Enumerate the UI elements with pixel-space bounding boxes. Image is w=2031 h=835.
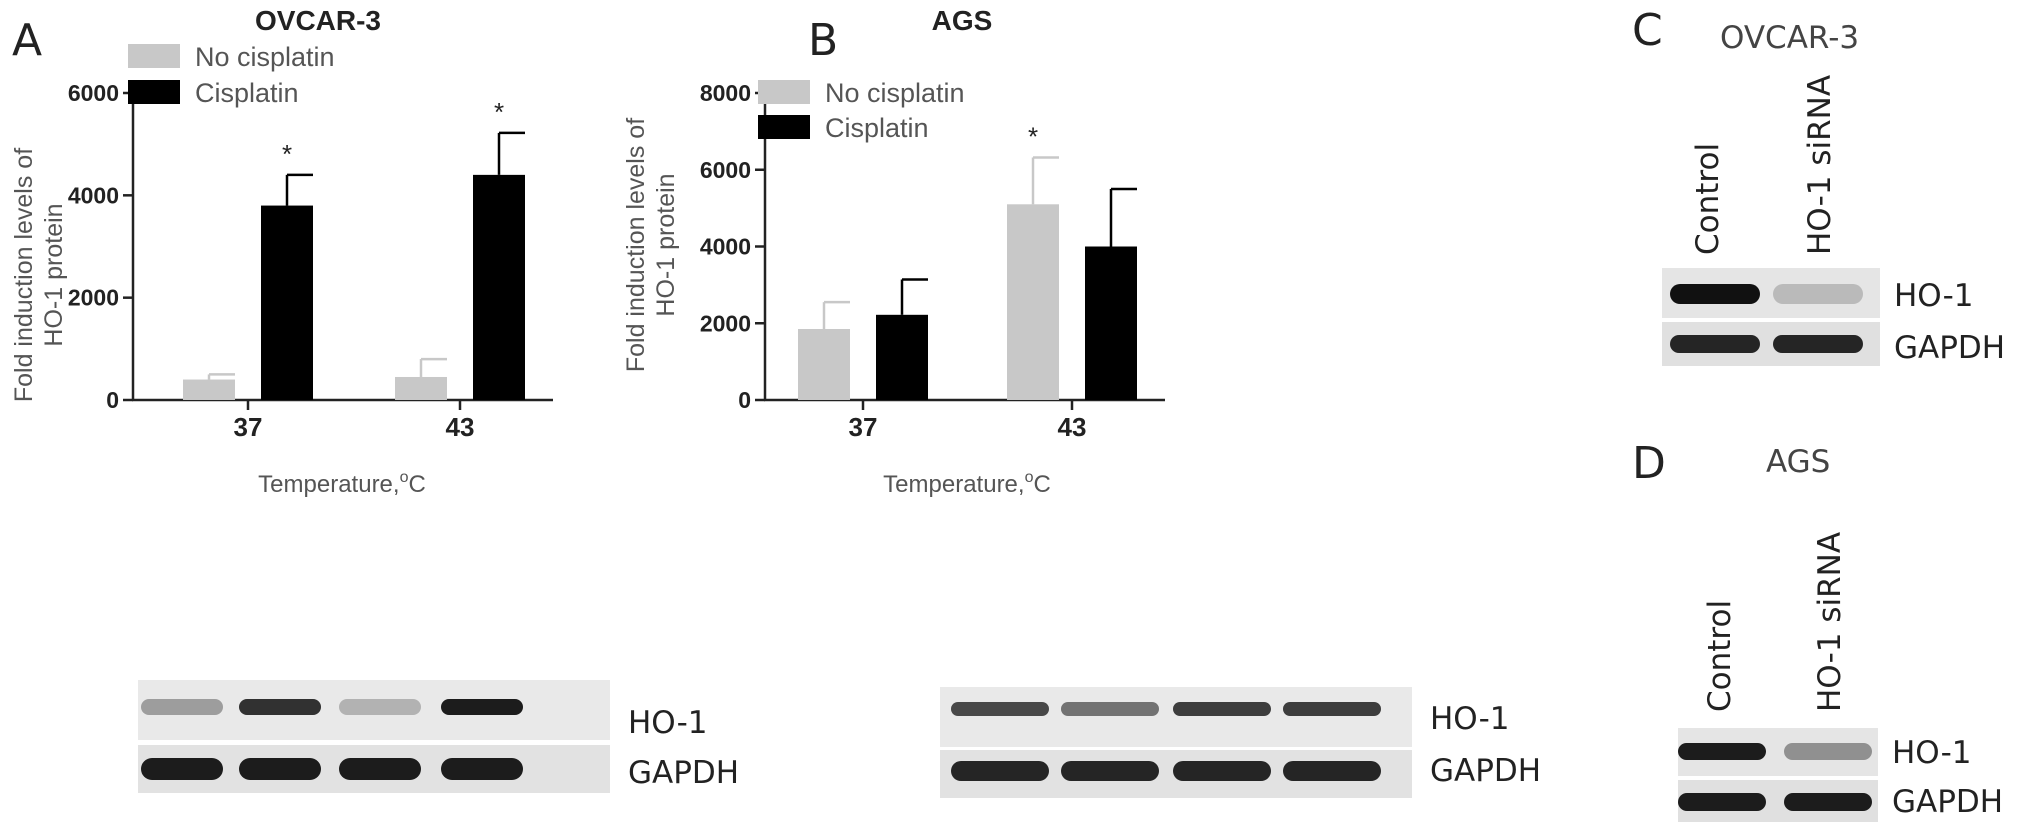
blot-a-band-ho1 bbox=[339, 699, 421, 715]
blot-d-band-gapdh bbox=[1678, 793, 1766, 811]
chart-b-ylabel-line2: HO-1 protein bbox=[652, 173, 680, 316]
panel-letter-a: A bbox=[12, 15, 42, 66]
western-blot-c: OVCAR-3 Control HO-1 siRNA HO-1 GAPDH bbox=[1662, 20, 2005, 366]
blot-c-band-gapdh bbox=[1773, 335, 1863, 353]
chart-a-legend-label: No cisplatin bbox=[195, 42, 335, 72]
blot-b-band-ho1 bbox=[951, 702, 1049, 716]
chart-b-bar bbox=[798, 329, 850, 400]
chart-b-xlabel-degree: o bbox=[1025, 469, 1034, 486]
chart-b-ytick-label: 0 bbox=[738, 387, 751, 413]
chart-b-xlabel: Temperature,oC bbox=[883, 469, 1051, 498]
blot-d-band-ho1 bbox=[1678, 743, 1766, 760]
chart-a-significance-marker: * bbox=[494, 97, 504, 127]
chart-a-bar bbox=[261, 205, 313, 400]
chart-b-bar bbox=[1007, 204, 1059, 400]
chart-b-bar bbox=[876, 314, 928, 400]
chart-a-legend-swatch bbox=[128, 80, 180, 104]
chart-a-ytick-label: 0 bbox=[106, 387, 119, 413]
chart-a-legend-label: Cisplatin bbox=[195, 78, 299, 108]
chart-b-category-label: 43 bbox=[1058, 412, 1087, 442]
blot-b-ho1-membrane bbox=[940, 687, 1412, 747]
blot-b-band-ho1 bbox=[1173, 702, 1271, 716]
blot-a-band-gapdh bbox=[239, 758, 321, 780]
chart-a-ylabel-line1: Fold induction levels of bbox=[10, 148, 38, 402]
blot-c-band-ho1 bbox=[1773, 284, 1863, 304]
blot-c-band-gapdh bbox=[1670, 335, 1760, 353]
western-blot-a: HO-1 GAPDH bbox=[138, 680, 739, 793]
chart-a-category-label: 43 bbox=[446, 412, 475, 442]
blot-d-band-gapdh bbox=[1784, 793, 1872, 811]
chart-ovcar3: OVCAR-3 Fold induction levels of HO-1 prot… bbox=[10, 5, 553, 498]
chart-a-xlabel-unit: C bbox=[408, 471, 425, 498]
blot-a-band-ho1 bbox=[239, 699, 321, 715]
blot-b-band-ho1 bbox=[1061, 702, 1159, 716]
blot-a-band-gapdh bbox=[339, 758, 421, 780]
blot-a-band-ho1 bbox=[441, 699, 523, 715]
blot-a-band-gapdh bbox=[441, 758, 523, 780]
blot-d-label-gapdh: GAPDH bbox=[1892, 784, 2003, 820]
chart-b-ytick-label: 2000 bbox=[700, 310, 751, 336]
blot-c-lane-sirna: HO-1 siRNA bbox=[1802, 75, 1838, 255]
western-blot-d: AGS Control HO-1 siRNA HO-1 GAPDH bbox=[1678, 444, 2003, 822]
chart-a-ylabel-line2: HO-1 protein bbox=[40, 203, 68, 346]
chart-b-title: AGS bbox=[932, 5, 993, 36]
chart-b-ytick-label: 8000 bbox=[700, 80, 751, 106]
blot-d-label-ho1: HO-1 bbox=[1892, 735, 1971, 771]
chart-b-ytick-label: 4000 bbox=[700, 234, 751, 260]
panel-letter-d: D bbox=[1632, 438, 1666, 489]
chart-a-xlabel-text: Temperature, bbox=[258, 471, 399, 498]
blot-d-band-ho1 bbox=[1784, 743, 1872, 760]
blot-c-band-ho1 bbox=[1670, 284, 1760, 304]
blot-c-title: OVCAR-3 bbox=[1720, 20, 1859, 56]
blot-b-band-ho1 bbox=[1283, 702, 1381, 716]
chart-a-significance-marker: * bbox=[282, 139, 292, 169]
chart-a-xlabel-degree: o bbox=[400, 469, 409, 486]
chart-a-bar bbox=[473, 174, 525, 400]
chart-ags: AGS Fold induction levels of HO-1 protein 0… bbox=[622, 5, 1165, 498]
chart-b-legend-swatch bbox=[758, 80, 810, 104]
chart-b-bar bbox=[1085, 246, 1137, 400]
chart-b-category-label: 37 bbox=[849, 412, 878, 442]
chart-a-ytick-label: 6000 bbox=[68, 80, 119, 106]
panel-letter-b: B bbox=[808, 15, 838, 66]
blot-c-label-gapdh: GAPDH bbox=[1894, 330, 2005, 366]
panel-letter-c: C bbox=[1632, 5, 1663, 56]
blot-a-label-gapdh: GAPDH bbox=[628, 755, 739, 791]
blot-b-band-gapdh bbox=[1173, 761, 1271, 781]
chart-a-bar bbox=[183, 379, 235, 400]
blot-d-title: AGS bbox=[1766, 444, 1830, 480]
blot-c-label-ho1: HO-1 bbox=[1894, 278, 1973, 314]
chart-b-legend-label: No cisplatin bbox=[825, 78, 965, 108]
chart-a-ytick-label: 2000 bbox=[68, 285, 119, 311]
blot-a-ho1-membrane bbox=[138, 680, 610, 740]
chart-b-ylabel-line1: Fold induction levels of bbox=[622, 118, 650, 372]
blot-b-band-gapdh bbox=[1061, 761, 1159, 781]
chart-a-xlabel: Temperature,oC bbox=[258, 469, 426, 498]
chart-b-ytick-label: 6000 bbox=[700, 157, 751, 183]
chart-a-bar bbox=[395, 376, 447, 400]
blot-a-band-gapdh bbox=[141, 758, 223, 780]
blot-b-label-gapdh: GAPDH bbox=[1430, 753, 1541, 789]
blot-a-band-ho1 bbox=[141, 699, 223, 715]
blot-b-band-gapdh bbox=[1283, 761, 1381, 781]
blot-b-label-ho1: HO-1 bbox=[1430, 701, 1509, 737]
blot-d-lane-control: Control bbox=[1702, 600, 1738, 712]
chart-a-category-label: 37 bbox=[234, 412, 263, 442]
blot-a-label-ho1: HO-1 bbox=[628, 705, 707, 741]
western-blot-b: HO-1 GAPDH bbox=[940, 687, 1541, 798]
chart-a-legend-swatch bbox=[128, 44, 180, 68]
chart-b-significance-marker: * bbox=[1028, 121, 1038, 151]
chart-a-title: OVCAR-3 bbox=[255, 5, 381, 36]
chart-b-xlabel-unit: C bbox=[1033, 471, 1050, 498]
chart-a-ytick-label: 4000 bbox=[68, 182, 119, 208]
blot-b-band-gapdh bbox=[951, 761, 1049, 781]
blot-c-lane-control: Control bbox=[1690, 143, 1726, 255]
chart-b-xlabel-text: Temperature, bbox=[883, 471, 1024, 498]
chart-b-legend-label: Cisplatin bbox=[825, 113, 929, 143]
blot-d-lane-sirna: HO-1 siRNA bbox=[1812, 532, 1848, 712]
chart-b-legend-swatch bbox=[758, 115, 810, 139]
